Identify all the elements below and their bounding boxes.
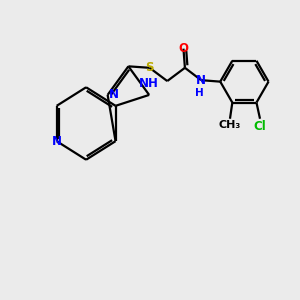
- Text: NH: NH: [139, 76, 159, 90]
- Text: N: N: [109, 88, 119, 101]
- Text: Cl: Cl: [254, 120, 266, 133]
- Text: N: N: [52, 135, 62, 148]
- Text: H: H: [195, 88, 204, 98]
- Text: CH₃: CH₃: [219, 120, 241, 130]
- Text: O: O: [178, 42, 188, 55]
- Text: S: S: [145, 61, 154, 74]
- Text: N: N: [196, 74, 206, 87]
